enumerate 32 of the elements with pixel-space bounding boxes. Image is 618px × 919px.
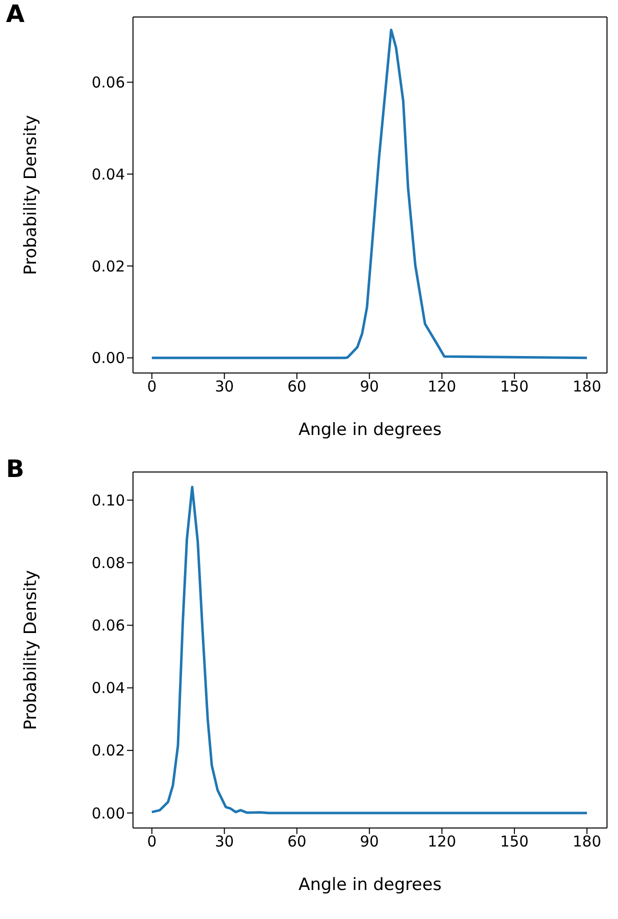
x-tick-label: 180 [572, 378, 602, 396]
y-tick-label: 0.02 [92, 257, 125, 276]
x-tick-label: 30 [214, 832, 234, 851]
y-tick-label: 0.00 [92, 804, 125, 822]
x-tick-label: 180 [572, 832, 602, 851]
x-tick-label: 90 [360, 378, 379, 396]
x-tick-label: 150 [500, 832, 529, 851]
x-tick-label: 120 [428, 378, 456, 396]
x-tick-label: 120 [428, 832, 456, 851]
line-series [150, 28, 588, 360]
x-tick-label: 60 [287, 378, 306, 396]
y-tick-label: 0.04 [92, 679, 125, 698]
y-tick-label: 0.06 [92, 74, 125, 92]
y-tick-label: 0.00 [92, 349, 125, 368]
x-axis-title: Angle in degrees [298, 420, 442, 440]
y-tick-label: 0.02 [92, 742, 125, 760]
x-tick-label: 90 [360, 832, 379, 851]
chart-title: B [6, 455, 24, 483]
x-axis-title: Angle in degrees [298, 875, 442, 895]
x-tick-label: 30 [214, 378, 234, 396]
x-tick-label: 0 [147, 832, 157, 851]
y-tick-label: 0.04 [92, 165, 125, 184]
y-tick-label: 0.10 [92, 491, 125, 510]
y-tick-label: 0.06 [92, 616, 125, 635]
y-tick-label: 0.08 [92, 554, 125, 572]
x-tick-label: 0 [147, 378, 157, 396]
line-series [150, 486, 588, 814]
y-axis-title: Probability Density [21, 115, 42, 275]
y-axis-title: Probability Density [21, 570, 42, 730]
x-tick-label: 60 [287, 832, 306, 851]
chart-title: A [6, 0, 25, 28]
x-tick-label: 150 [500, 378, 529, 396]
